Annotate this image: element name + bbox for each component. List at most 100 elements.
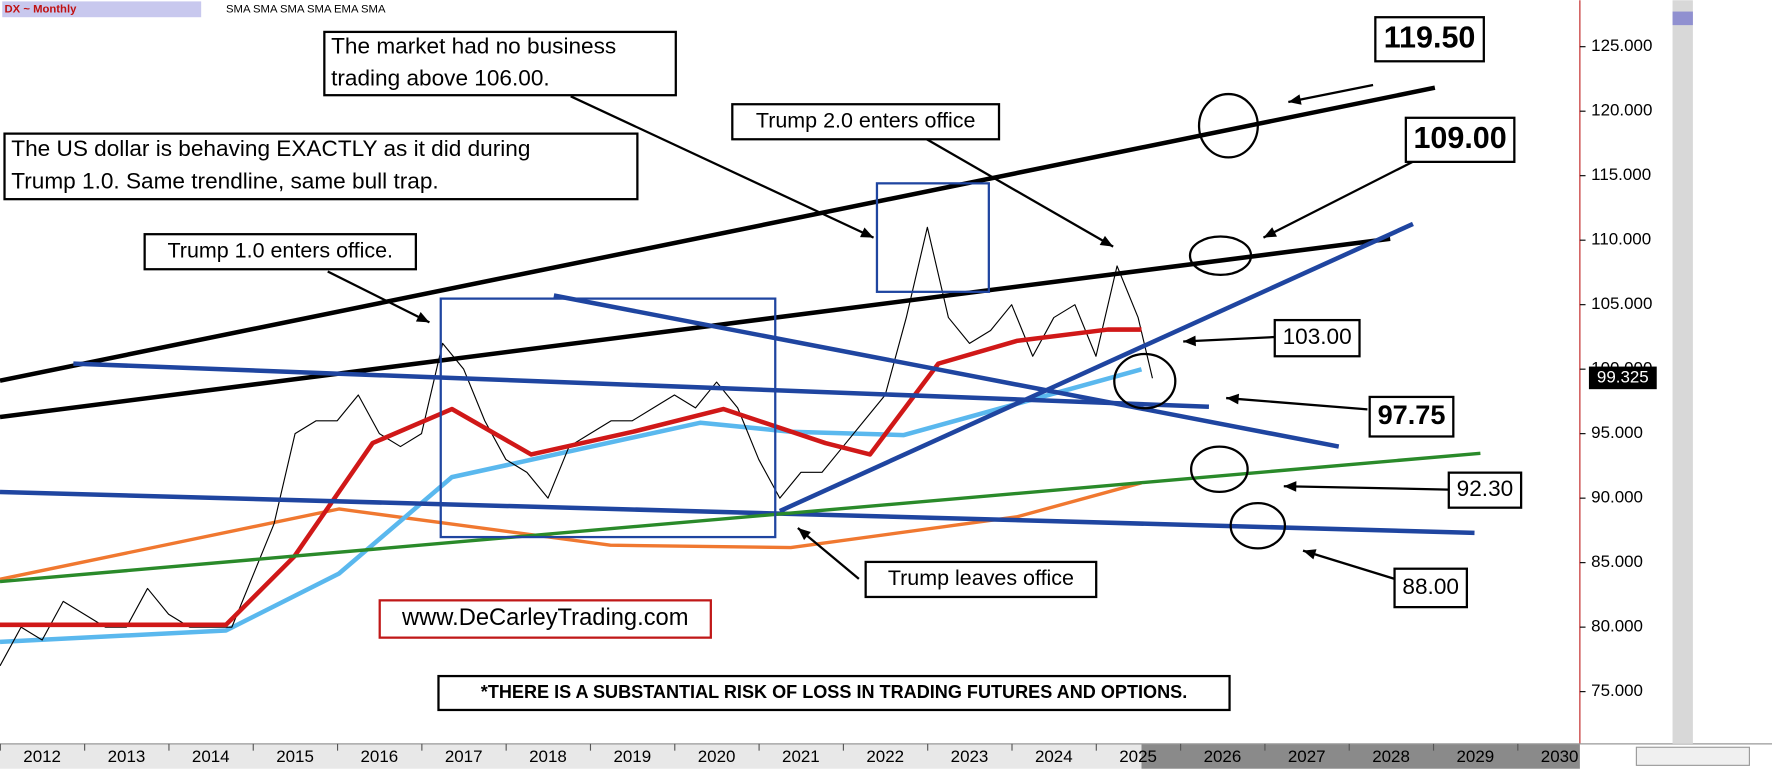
annotation-text: 103.00	[1283, 324, 1352, 349]
circle	[1188, 235, 1253, 277]
x-tick-label: 2015	[276, 747, 314, 766]
symbol-label: DX ~ Monthly	[5, 3, 78, 15]
annotation-box	[1374, 16, 1485, 63]
arrow-head	[860, 227, 874, 238]
circle	[1197, 92, 1259, 159]
x-tick-label: 2012	[23, 747, 61, 766]
x-tick-label: 2023	[951, 747, 989, 766]
annotation-text: Trump 1.0. Same trendline, same bull tra…	[11, 169, 438, 194]
x-tick-label: 2026	[1204, 747, 1242, 766]
annotation-box	[323, 30, 677, 97]
x-tick-label: 2029	[1457, 747, 1495, 766]
series-line	[778, 221, 1414, 514]
arrow-head	[797, 528, 811, 541]
annotation-box	[1273, 318, 1361, 358]
arrow-head	[1099, 235, 1114, 247]
x-tick-label: 2021	[782, 747, 820, 766]
x-tick-label: 2022	[866, 747, 904, 766]
y-tick-label: 105.000	[1591, 294, 1652, 313]
x-tick-label: 2019	[613, 747, 651, 766]
arrow-head	[1303, 549, 1317, 560]
highlight-box	[875, 182, 990, 293]
annotation-text: *THERE IS A SUBSTANTIAL RISK OF LOSS IN …	[481, 682, 1187, 702]
toolbar	[2, 1, 202, 18]
y-tick-label: 125.000	[1591, 36, 1652, 55]
y-tick-label: 120.000	[1591, 101, 1652, 120]
circle	[1189, 445, 1249, 493]
series-line	[553, 293, 1340, 449]
x-tick-label: 2017	[445, 747, 483, 766]
arrow-head	[1288, 94, 1302, 105]
y-tick-label: 75.000	[1591, 681, 1643, 700]
arrow-head	[1283, 481, 1297, 492]
arrow-head	[1226, 393, 1240, 405]
annotation-text: 119.50	[1384, 20, 1476, 54]
x-tick-label: 2027	[1288, 747, 1326, 766]
arrow	[926, 138, 1114, 248]
arrow	[1288, 83, 1374, 104]
series-line	[0, 226, 1154, 667]
series-line	[0, 489, 1475, 536]
x-tick-label: 2030	[1541, 747, 1579, 766]
x-tick-label: 2020	[698, 747, 736, 766]
last-price: 99.325	[1597, 367, 1649, 386]
annotation-box	[378, 599, 712, 639]
annotation-box	[1368, 395, 1455, 438]
annotation-text: 97.75	[1378, 399, 1446, 430]
annotation-text: Trump leaves office	[888, 566, 1074, 590]
series-line	[0, 481, 1142, 581]
last-price-box	[1588, 366, 1657, 390]
arrow-head	[1263, 227, 1277, 238]
y-tick-label: 95.000	[1591, 423, 1643, 442]
annotation-text: trading above 106.00.	[331, 65, 550, 90]
arrow	[1283, 485, 1449, 491]
annotation-text: Trump 2.0 enters office	[756, 108, 976, 132]
circle	[1113, 352, 1177, 410]
x-tick-label: 2025	[1119, 747, 1157, 766]
arrow-head	[1183, 335, 1196, 347]
y-tick-label: 80.000	[1591, 617, 1643, 636]
annotation-text: The US dollar is behaving EXACTLY as it …	[11, 136, 530, 161]
annotation-box	[731, 103, 1001, 141]
bs-button[interactable]	[1672, 11, 1693, 26]
annotation-text: The market had no business	[331, 34, 616, 59]
arrow	[1183, 335, 1275, 343]
annotation-text: 92.30	[1457, 476, 1514, 501]
x-tick-label: 2018	[529, 747, 567, 766]
highlight-box	[439, 297, 777, 539]
arrow-head	[415, 312, 430, 323]
annotation-box	[437, 674, 1231, 712]
y-tick-label: 85.000	[1591, 552, 1643, 571]
arrow	[1302, 549, 1395, 580]
arrow	[327, 270, 430, 324]
annotation-box	[1393, 567, 1469, 609]
future-strip	[1141, 743, 1580, 769]
annotation-text: 109.00	[1413, 121, 1506, 155]
x-axis-strip	[0, 743, 1142, 769]
annotations-layer	[439, 92, 1287, 550]
annotation-box	[3, 132, 639, 201]
annotation-box	[1447, 471, 1523, 509]
annotation-text: www.DeCarleyTrading.com	[401, 605, 688, 631]
y-tick-label: 90.000	[1591, 488, 1643, 507]
arrow	[1262, 160, 1414, 239]
series-line	[73, 361, 1210, 409]
series-line	[0, 236, 1391, 420]
annotation-box	[1404, 116, 1516, 163]
y-tick-label: 115.000	[1591, 165, 1651, 184]
x-tick-label: 2028	[1372, 747, 1410, 766]
indicator-list: SMA SMA SMA SMA EMA SMA	[226, 3, 386, 15]
plot	[0, 46, 1586, 751]
annotation-box	[143, 233, 418, 271]
x-tick-label: 2016	[361, 747, 399, 766]
series-line	[0, 451, 1481, 584]
annotation-box	[864, 560, 1098, 599]
annotation-text: Trump 1.0 enters office.	[167, 238, 393, 262]
series-line	[0, 327, 1142, 628]
arrow	[1226, 396, 1368, 411]
nav-buttons[interactable]	[1635, 746, 1750, 766]
scrollbar[interactable]	[1672, 0, 1693, 744]
annotation-text: 88.00	[1402, 574, 1459, 599]
arrow	[797, 527, 860, 580]
